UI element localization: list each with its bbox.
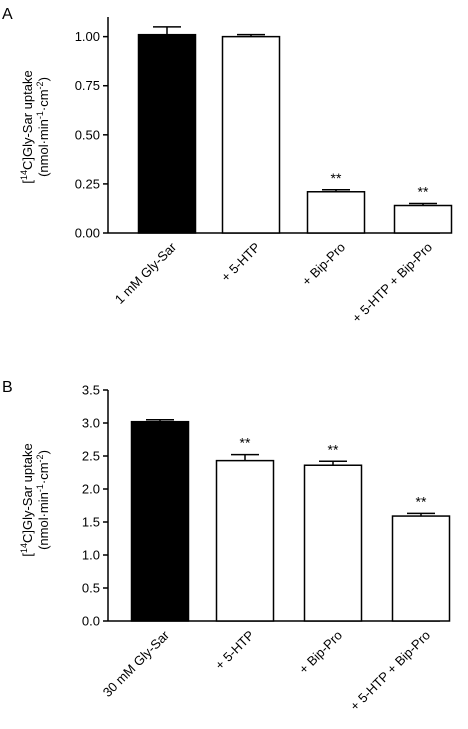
category-label: + Bip-Pro	[299, 240, 348, 289]
ylabel-a-unit-c: )	[36, 77, 51, 81]
svg-text:(nmol·min-1·cm-2): (nmol·min-1·cm-2)	[35, 450, 51, 550]
ylabel-a: [14C]Gly-Sar uptake (nmol·min-1·cm-2)	[19, 70, 51, 183]
ylabel-b-sup: 14	[19, 543, 29, 553]
ylabel-a-unit-s2: -2	[35, 81, 45, 89]
category-label: + 5-HTP	[218, 240, 263, 285]
plot-a: 0.00 0.25 0.50 0.75 1.00 1 mM Gly-Sar + 5-HTP *…	[75, 17, 453, 326]
ylabel-b: [14C]Gly-Sar uptake (nmol·min-1·cm-2)	[19, 443, 51, 556]
category-label: + Bip-Pro	[296, 628, 345, 677]
ylabel-a-sup: 14	[19, 170, 29, 180]
ylabel-a-unit-s1: -1	[35, 111, 45, 119]
significance-label: **	[331, 170, 342, 186]
svg-text:(nmol·min-1·cm-2): (nmol·min-1·cm-2)	[35, 77, 51, 177]
category-label: 30 mM Gly-Sar	[100, 627, 173, 700]
significance-label: **	[416, 493, 427, 509]
category-label: + 5-HTP + Bip-Pro	[349, 240, 435, 326]
ylabel-b-unit-s1: -1	[35, 484, 45, 492]
ytick-label: 0.25	[75, 176, 100, 191]
ytick-label: 0.0	[82, 614, 100, 629]
ylabel-b-unit-s2: -2	[35, 454, 45, 462]
ytick-label: 3.0	[82, 416, 100, 431]
bar	[137, 33, 197, 234]
ylabel-b-unit-b: ·cm	[36, 462, 51, 484]
bar	[306, 191, 366, 234]
category-label: + 5-HTP + Bip-Pro	[347, 628, 433, 714]
bar	[303, 464, 363, 622]
ylabel-a-unit-a: (nmol·min	[36, 119, 51, 177]
ylabel-b-unit-a: (nmol·min	[36, 492, 51, 550]
ylabel-b-pre: [	[20, 553, 35, 557]
ytick-label: 2.5	[82, 449, 100, 464]
ylabel-a-post: C]Gly-Sar uptake	[20, 70, 35, 170]
bar	[130, 420, 190, 622]
ytick-label: 0.00	[75, 226, 100, 241]
ytick-label: 1.0	[82, 548, 100, 563]
ytick-label: 3.5	[82, 383, 100, 398]
plot-b: 0.0 0.5 1.0 1.5 2.0 2.5 3.0 3.5 30 mM Gly-Sar ** +…	[82, 383, 451, 714]
ylabel-b-post: C]Gly-Sar uptake	[20, 443, 35, 543]
svg-text:[14C]Gly-Sar uptake: [14C]Gly-Sar uptake	[19, 70, 35, 183]
bar	[215, 459, 275, 622]
category-label: 1 mM Gly-Sar	[112, 239, 180, 307]
bar	[393, 204, 453, 234]
significance-label: **	[240, 435, 251, 451]
ytick-label: 0.75	[75, 78, 100, 93]
ytick-label: 0.50	[75, 127, 100, 142]
ylabel-b-unit-c: )	[36, 450, 51, 454]
ylabel-a-unit-b: ·cm	[36, 89, 51, 111]
svg-text:[14C]Gly-Sar uptake: [14C]Gly-Sar uptake	[19, 443, 35, 556]
ylabel-a-pre: [	[20, 180, 35, 184]
ytick-label: 1.00	[75, 29, 100, 44]
category-label: + 5-HTP	[212, 628, 257, 673]
panel-label-a: A	[2, 6, 13, 23]
bar	[391, 515, 451, 622]
ytick-label: 2.0	[82, 482, 100, 497]
significance-label: **	[328, 441, 339, 457]
panel-label-b: B	[2, 379, 13, 396]
ytick-label: 0.5	[82, 581, 100, 596]
bar	[221, 35, 281, 234]
significance-label: **	[418, 184, 429, 200]
ytick-label: 1.5	[82, 515, 100, 530]
